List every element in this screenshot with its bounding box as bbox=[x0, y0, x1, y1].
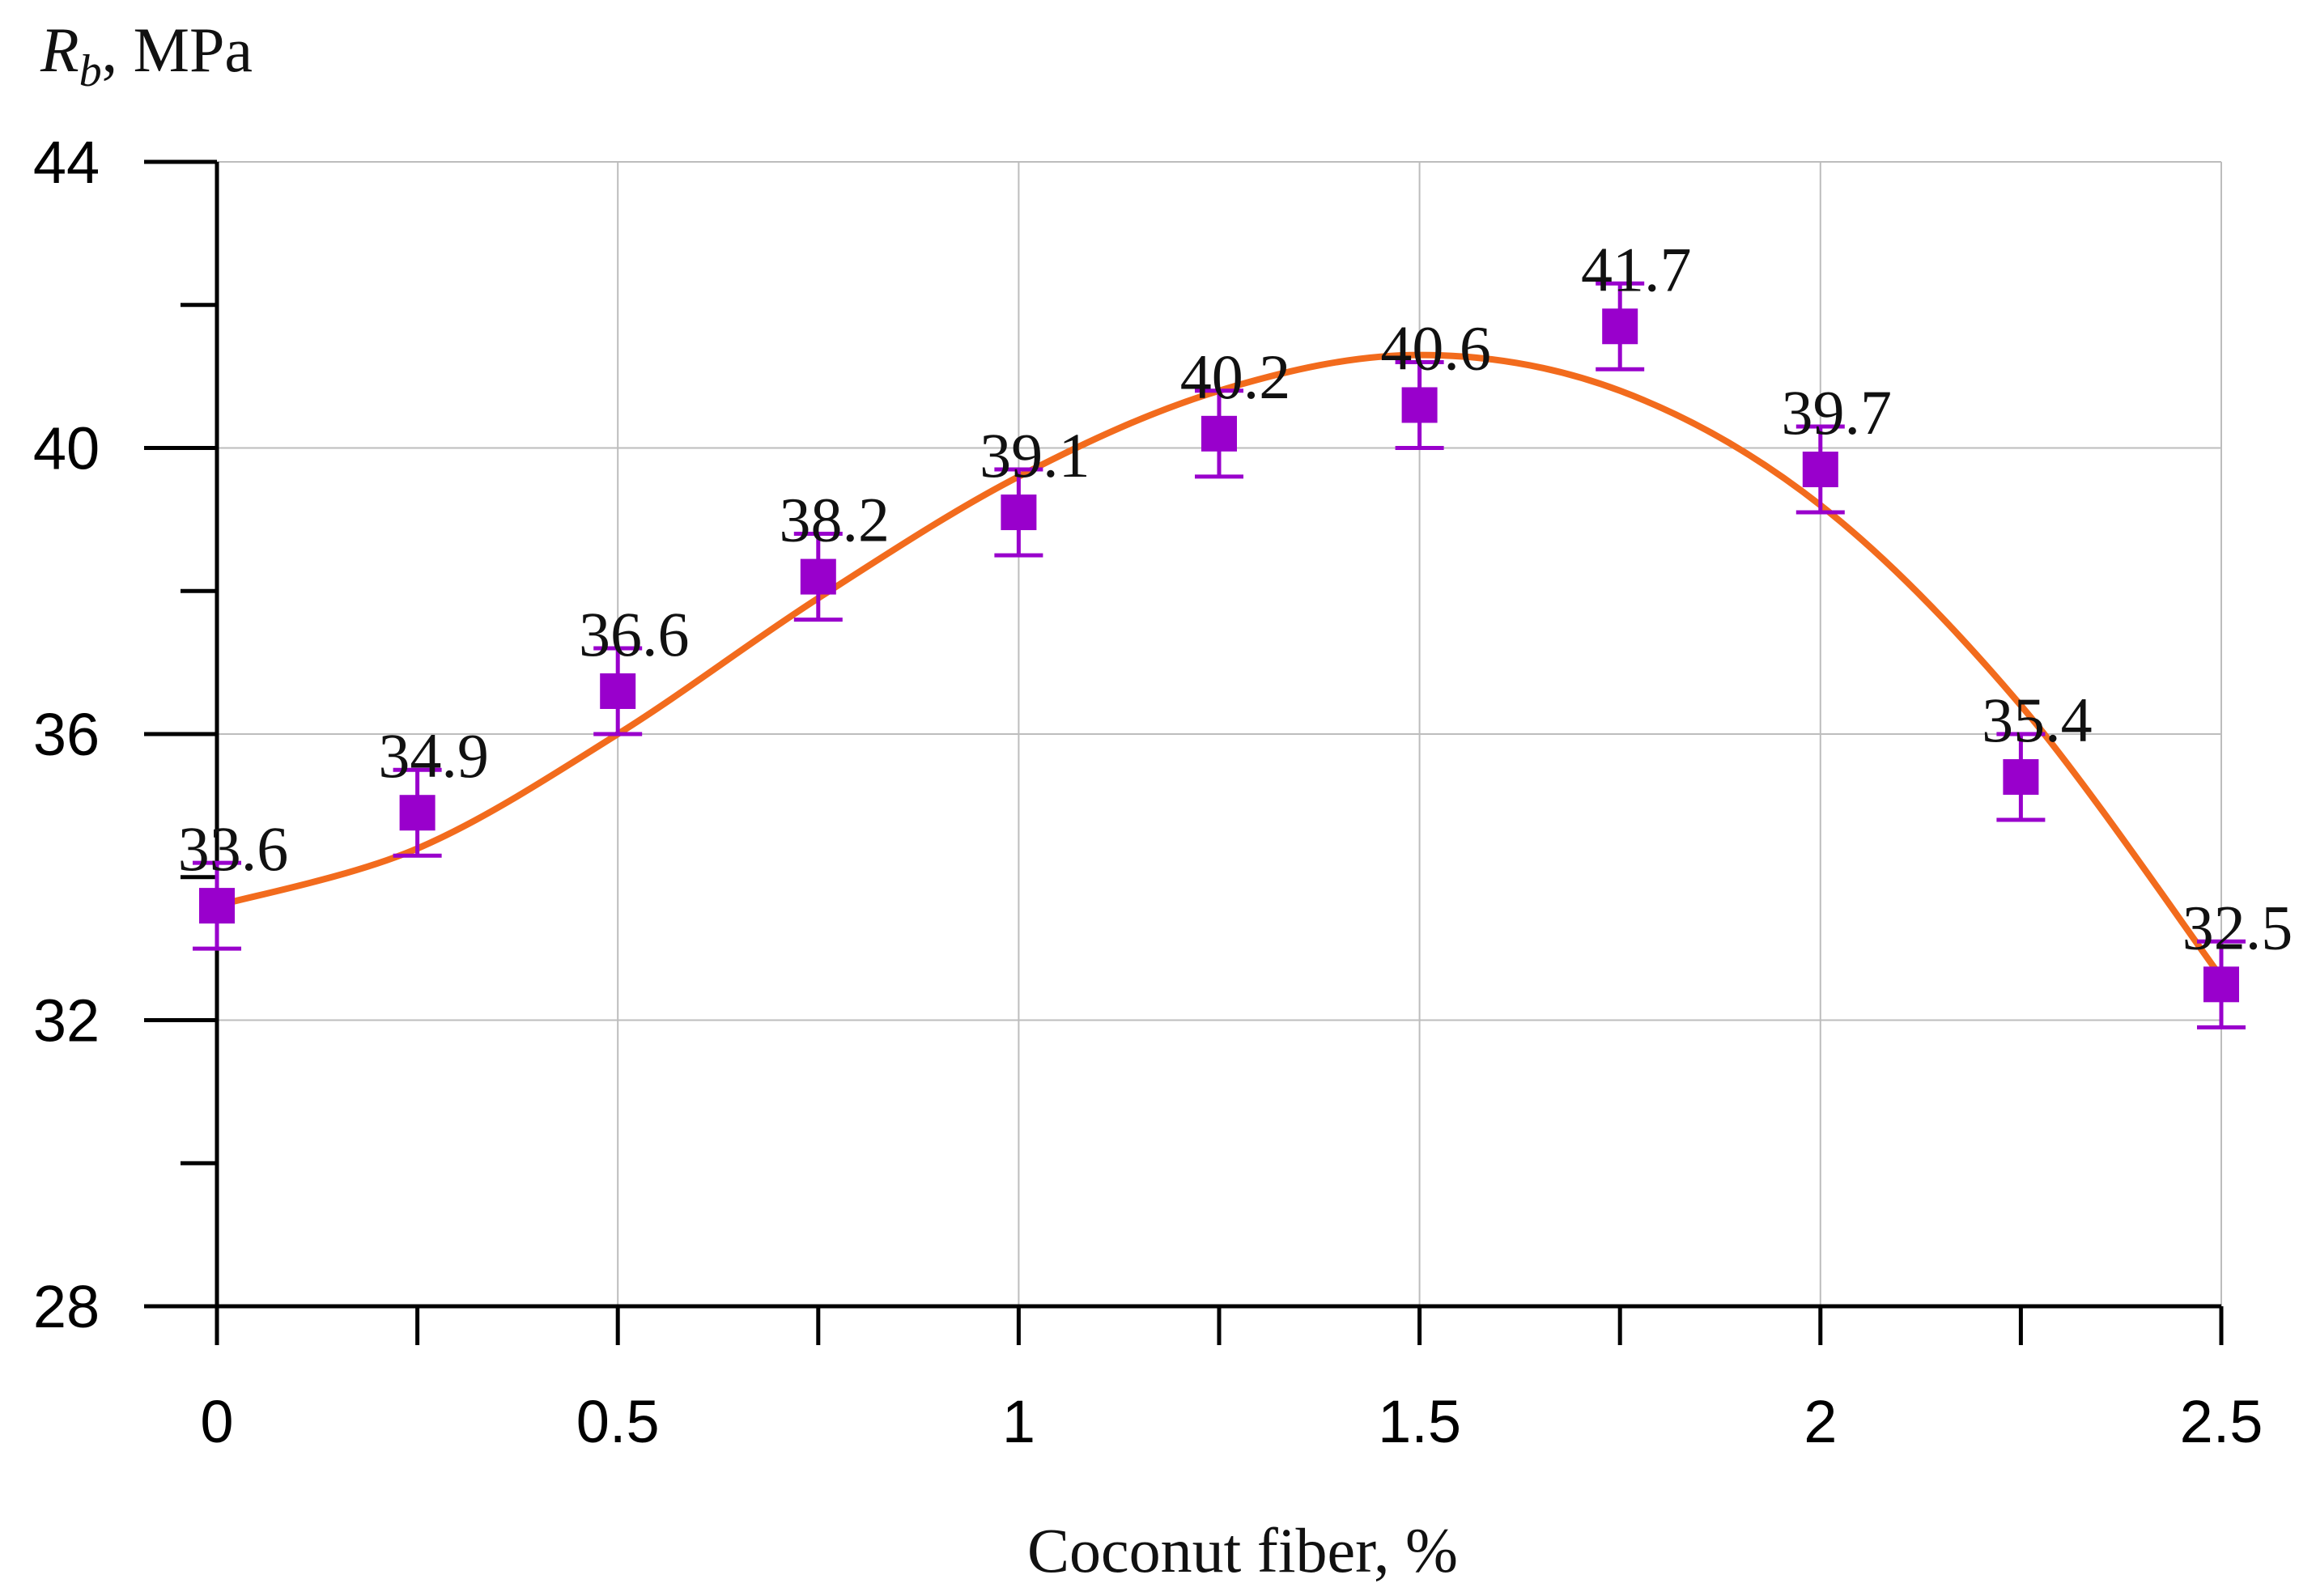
data-point bbox=[2203, 966, 2239, 1003]
x-tick-label: 0.5 bbox=[576, 1388, 660, 1455]
data-point bbox=[399, 795, 436, 831]
y-axis-subscript: b bbox=[79, 46, 102, 96]
data-point bbox=[1401, 387, 1438, 423]
data-point bbox=[1802, 452, 1838, 488]
y-tick-label: 40 bbox=[33, 415, 100, 482]
x-tick-label: 2 bbox=[1804, 1388, 1837, 1455]
y-tick-label: 28 bbox=[33, 1273, 100, 1340]
y-axis-symbol: R bbox=[40, 15, 79, 85]
data-point bbox=[600, 673, 636, 709]
grid bbox=[217, 161, 2222, 1306]
data-point bbox=[199, 888, 235, 924]
axes bbox=[144, 159, 2224, 1345]
data-point bbox=[1201, 415, 1237, 452]
data-label: 33.6 bbox=[178, 813, 289, 884]
data-label: 39.7 bbox=[1782, 377, 1893, 448]
data-label: 35.4 bbox=[1982, 685, 2093, 755]
y-tick-label: 32 bbox=[33, 987, 100, 1055]
data-labels: 33.6 34.9 36.6 38.2 39.1 40.2 40.6 41.7 39.7 35.4… bbox=[178, 234, 2293, 962]
data-markers bbox=[199, 308, 2239, 1003]
x-tick-label: 2.5 bbox=[2180, 1388, 2263, 1455]
data-label: 38.2 bbox=[780, 485, 890, 555]
x-tick-label: 0 bbox=[200, 1388, 233, 1455]
data-label: 32.5 bbox=[2182, 892, 2293, 962]
data-label: 34.9 bbox=[378, 720, 489, 791]
tick-labels: 28 32 36 40 44 0 0.5 1 1.5 2 2.5 bbox=[33, 129, 2263, 1455]
y-tick-label: 36 bbox=[33, 701, 100, 768]
data-point bbox=[1001, 495, 1037, 531]
y-axis-unit: , MPa bbox=[102, 15, 253, 85]
data-label: 36.6 bbox=[579, 599, 690, 669]
data-point bbox=[1602, 308, 1638, 345]
x-tick-label: 1.5 bbox=[1378, 1388, 1461, 1455]
data-label: 40.6 bbox=[1380, 312, 1491, 383]
data-label: 40.2 bbox=[1180, 342, 1291, 412]
x-tick-label: 1 bbox=[1002, 1388, 1035, 1455]
data-point bbox=[800, 558, 836, 595]
data-point bbox=[2003, 759, 2039, 796]
data-label: 39.1 bbox=[980, 420, 1090, 490]
x-axis-title: Coconut fiber, % bbox=[1027, 1515, 1458, 1585]
y-axis-title: Rb, MPa bbox=[40, 15, 253, 96]
data-label: 41.7 bbox=[1581, 234, 1692, 304]
y-tick-label: 44 bbox=[33, 129, 100, 196]
